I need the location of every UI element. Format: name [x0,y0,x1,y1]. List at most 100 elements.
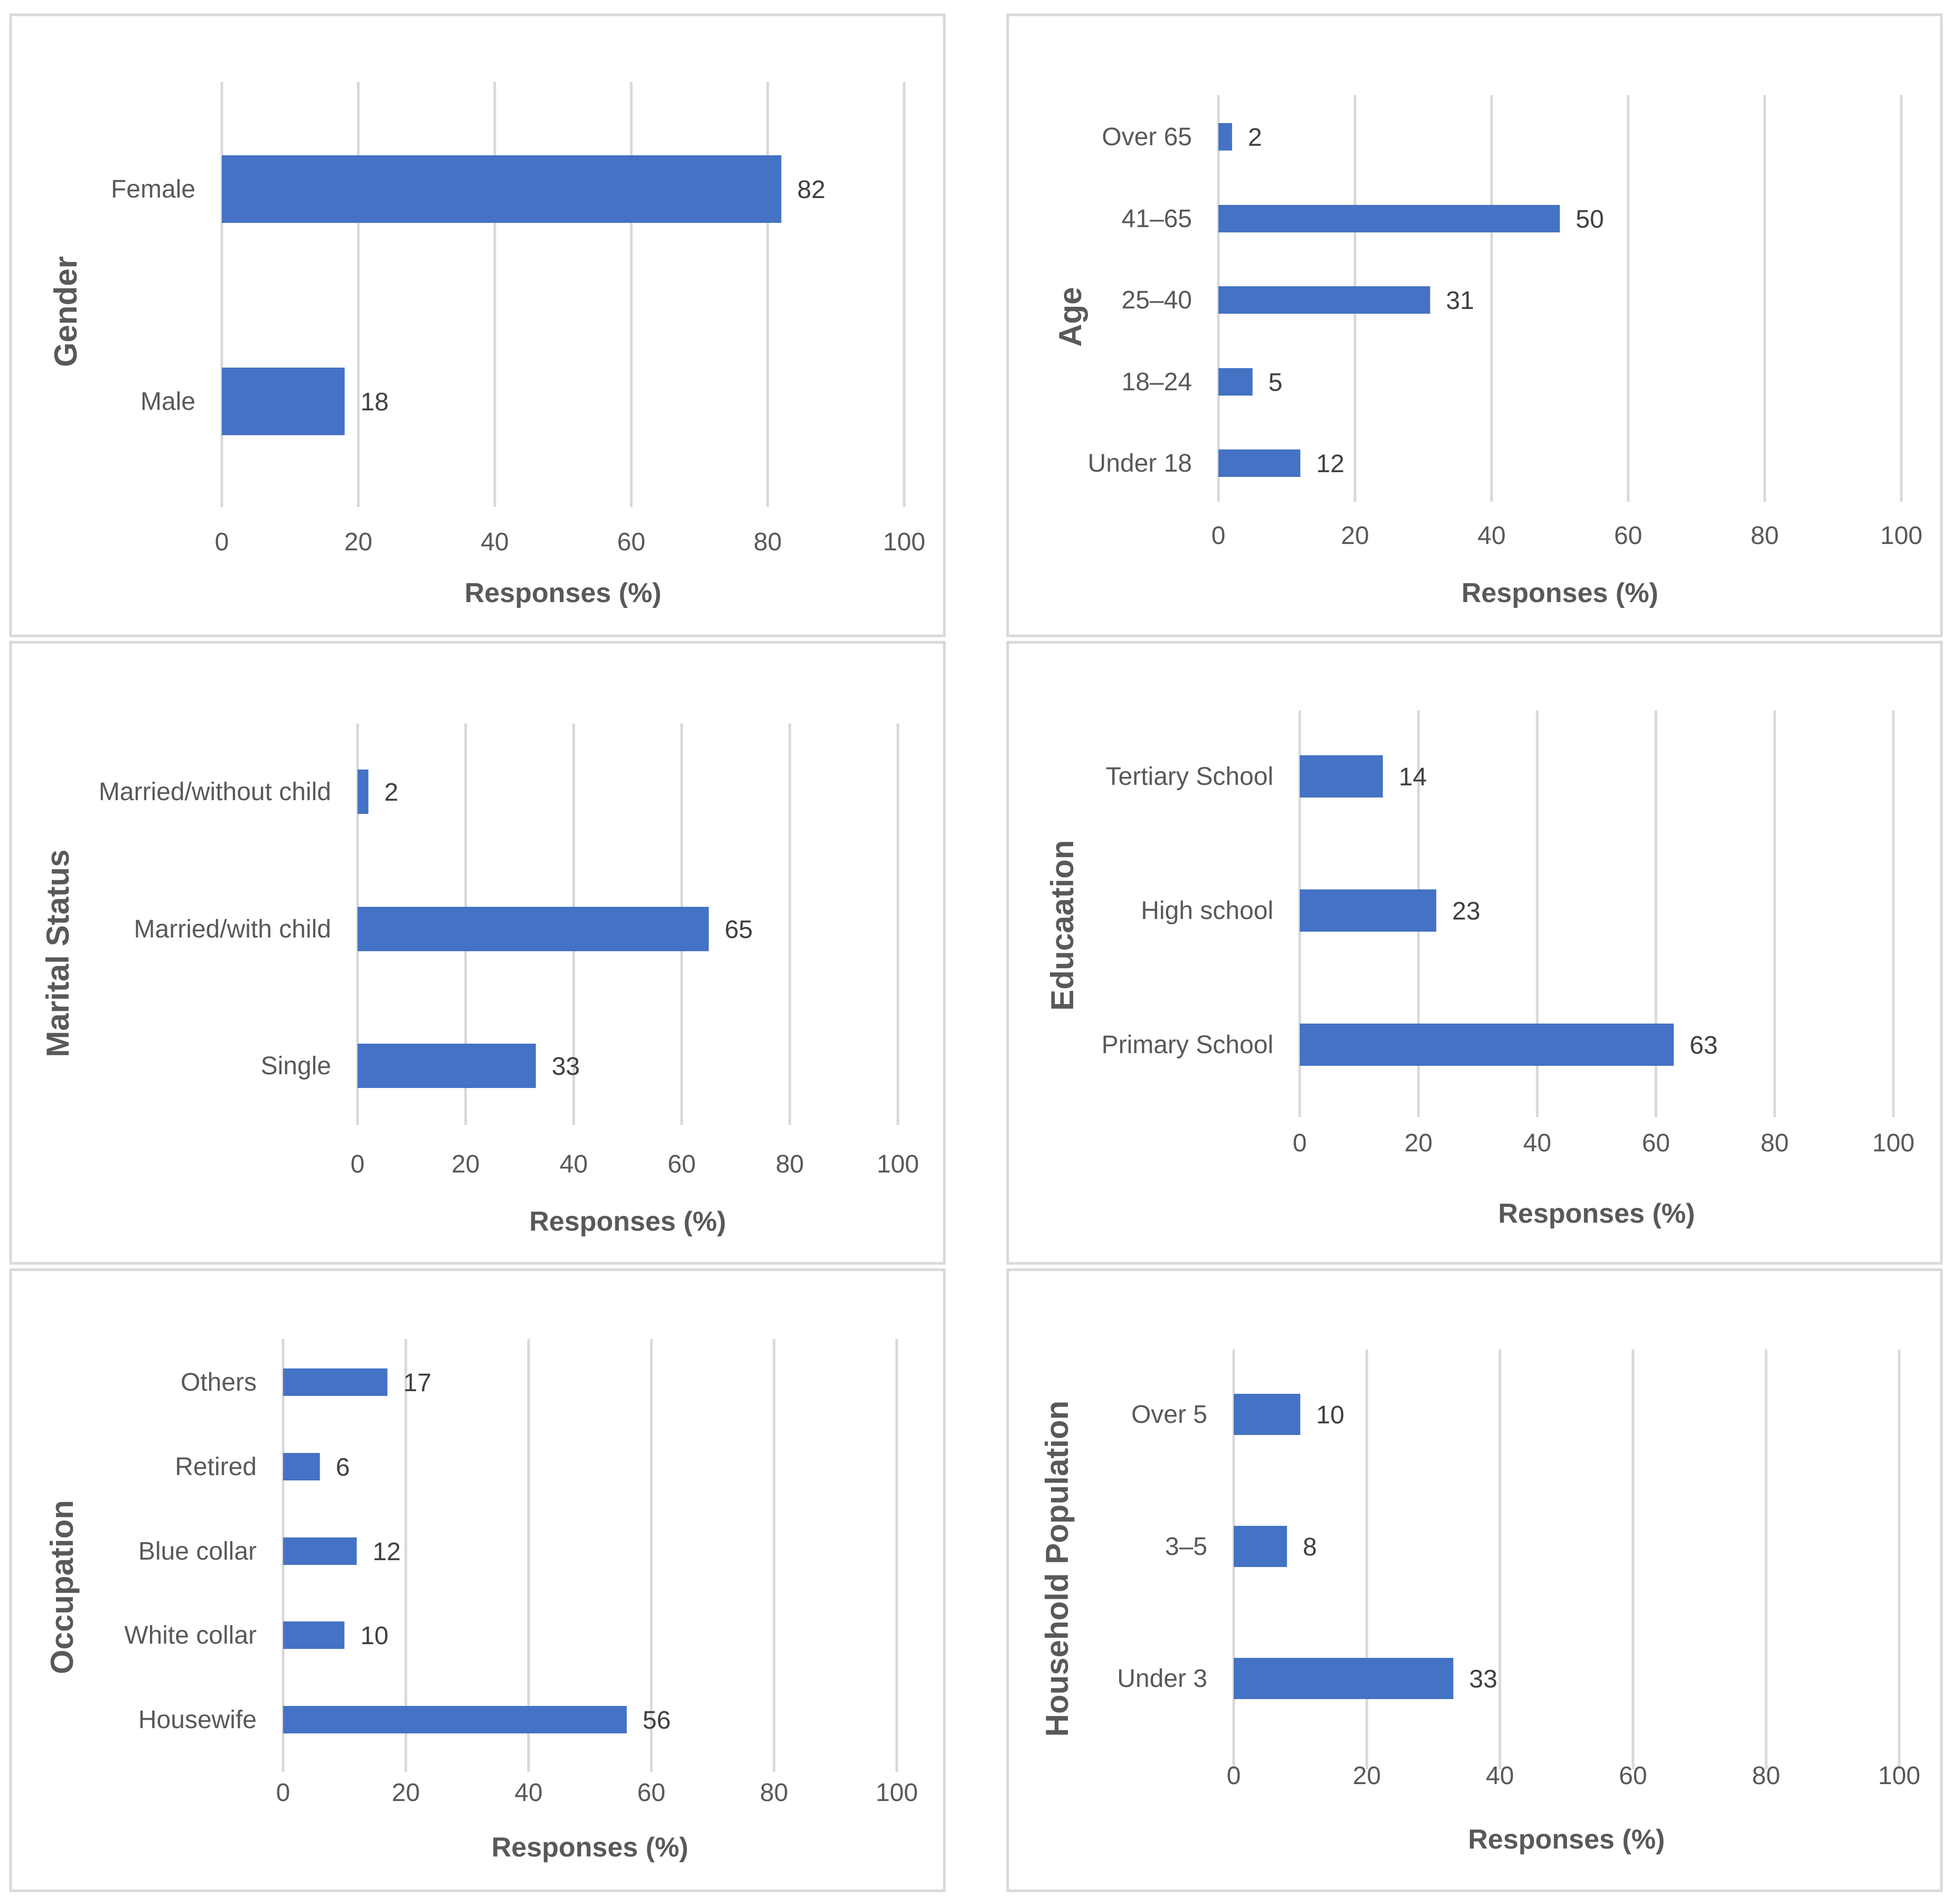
x-axis-title: Responses (%) [529,1206,726,1237]
bar-married-with-child [358,907,709,951]
bar-others [283,1368,388,1396]
chart-panel-household-population: 0 20 40 60 80 100 Under 3 33 3–5 8 Over 5 10 Respons… [1006,1268,1943,1892]
category-label: Over 5 [1131,1401,1207,1429]
x-tick-label: 20 [1341,522,1369,550]
data-label: 23 [1452,897,1480,925]
x-tick-label: 60 [617,528,645,556]
bar-white-collar [283,1621,345,1649]
bar-single [358,1044,536,1088]
x-tick-label: 20 [392,1779,420,1807]
chart-panel-marital-status: 0 20 40 60 80 100 Single 33 Married/with child 65… [9,641,946,1265]
x-tick-label: 100 [1880,522,1922,550]
chart-panel-age: 0 20 40 60 80 100 Under 18 12 18–24 5 25–40 31 41–65… [1006,13,1943,637]
x-tick-label: 40 [1478,522,1506,550]
data-label: 18 [361,388,389,416]
bar-under-3 [1234,1658,1453,1699]
category-label: Male [140,388,195,416]
category-label: Single [261,1052,331,1080]
bar-over-65 [1218,123,1232,151]
x-tick-label: 100 [877,1150,919,1178]
bar-retired [283,1453,320,1480]
category-label: Housewife [138,1706,257,1734]
category-axis-title: Marital Status [40,849,76,1057]
data-label: 6 [336,1453,350,1481]
category-axis-title: Gender [48,256,83,367]
data-label: 10 [360,1622,388,1650]
bar-tertiary-school [1300,755,1383,798]
category-label: 3–5 [1165,1533,1207,1561]
data-label: 56 [643,1706,671,1734]
x-tick-label: 80 [1752,1762,1780,1790]
x-tick-label: 80 [1751,522,1779,550]
x-tick-label: 60 [668,1150,696,1178]
x-tick-label: 0 [1227,1762,1241,1790]
x-tick-label: 40 [481,528,509,556]
category-label: 41–65 [1122,205,1192,233]
data-label: 8 [1303,1533,1317,1561]
data-label: 12 [1316,450,1344,478]
x-axis-title: Responses (%) [1461,578,1658,608]
category-label: White collar [124,1621,257,1649]
x-tick-label: 20 [1404,1129,1432,1157]
data-label: 5 [1269,369,1283,397]
x-tick-label: 80 [1761,1129,1789,1157]
bar-25-40 [1218,286,1430,314]
bar-high-school [1300,889,1437,932]
category-axis-title: Household Population [1039,1401,1075,1737]
category-axis-title: Age [1053,287,1088,346]
x-tick-label: 0 [351,1150,365,1178]
x-tick-label: 100 [876,1779,918,1807]
x-tick-label: 40 [560,1150,588,1178]
category-label: Tertiary School [1106,763,1273,791]
panel-frame [1006,1268,1943,1892]
x-tick-label: 0 [1293,1129,1307,1157]
x-tick-label: 40 [1486,1762,1514,1790]
data-label: 2 [1248,124,1262,152]
bar-blue-collar [283,1537,357,1565]
x-tick-label: 40 [514,1779,542,1807]
x-tick-label: 100 [1878,1762,1920,1790]
category-label: 25–40 [1122,286,1192,314]
chart-panel-occupation: 0 20 40 60 80 100 Housewife 56 White collar 10 Blu… [9,1268,946,1892]
bar-over-5 [1234,1394,1300,1435]
data-label: 12 [372,1538,400,1566]
category-label: Blue collar [138,1537,257,1565]
category-label: Female [111,175,195,203]
x-axis-title: Responses (%) [1498,1198,1695,1229]
data-label: 10 [1316,1401,1344,1429]
bar-male [222,368,345,435]
data-label: 31 [1446,287,1474,315]
data-label: 65 [725,916,753,944]
bar-under-18 [1218,449,1301,477]
bar-3-5 [1234,1526,1287,1567]
bar-primary-school [1300,1024,1674,1066]
x-axis-title: Responses (%) [1468,1824,1665,1855]
panel-frame [1006,641,1943,1265]
chart-panel-gender: 0 20 40 60 80 100 Male 18 Female 82 Responses (%) G… [9,13,946,637]
bar-housewife [283,1706,627,1733]
x-axis-title: Responses (%) [465,578,662,608]
category-label: Under 3 [1117,1665,1207,1693]
category-label: Over 65 [1102,123,1192,151]
category-label: Others [181,1368,257,1396]
x-tick-label: 0 [215,528,229,556]
category-label: Married/with child [134,915,331,943]
x-tick-label: 20 [452,1150,480,1178]
data-label: 63 [1690,1031,1718,1059]
x-tick-label: 100 [883,528,925,556]
bar-18-24 [1218,368,1253,396]
data-label: 14 [1399,763,1427,791]
x-tick-label: 40 [1523,1129,1551,1157]
category-label: 18–24 [1122,368,1192,396]
x-tick-label: 60 [1642,1129,1670,1157]
category-axis-title: Occupation [44,1500,80,1674]
x-tick-label: 80 [776,1150,804,1178]
x-tick-label: 0 [276,1779,290,1807]
x-tick-label: 60 [637,1779,665,1807]
data-label: 82 [797,176,825,204]
panel-frame [1006,13,1943,637]
bar-female [222,155,782,223]
x-tick-label: 20 [344,528,372,556]
x-tick-label: 20 [1353,1762,1381,1790]
data-label: 2 [384,779,398,806]
